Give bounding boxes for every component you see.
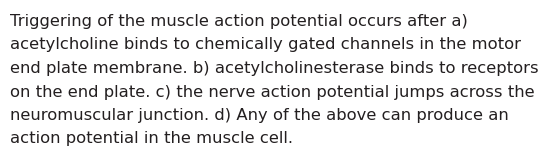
Text: Triggering of the muscle action potential occurs after a): Triggering of the muscle action potentia… bbox=[10, 14, 468, 29]
Text: neuromuscular junction. d) Any of the above can produce an: neuromuscular junction. d) Any of the ab… bbox=[10, 108, 509, 123]
Text: end plate membrane. b) acetylcholinesterase binds to receptors: end plate membrane. b) acetylcholinester… bbox=[10, 61, 538, 76]
Text: acetylcholine binds to chemically gated channels in the motor: acetylcholine binds to chemically gated … bbox=[10, 38, 521, 52]
Text: action potential in the muscle cell.: action potential in the muscle cell. bbox=[10, 131, 293, 146]
Text: on the end plate. c) the nerve action potential jumps across the: on the end plate. c) the nerve action po… bbox=[10, 85, 535, 100]
